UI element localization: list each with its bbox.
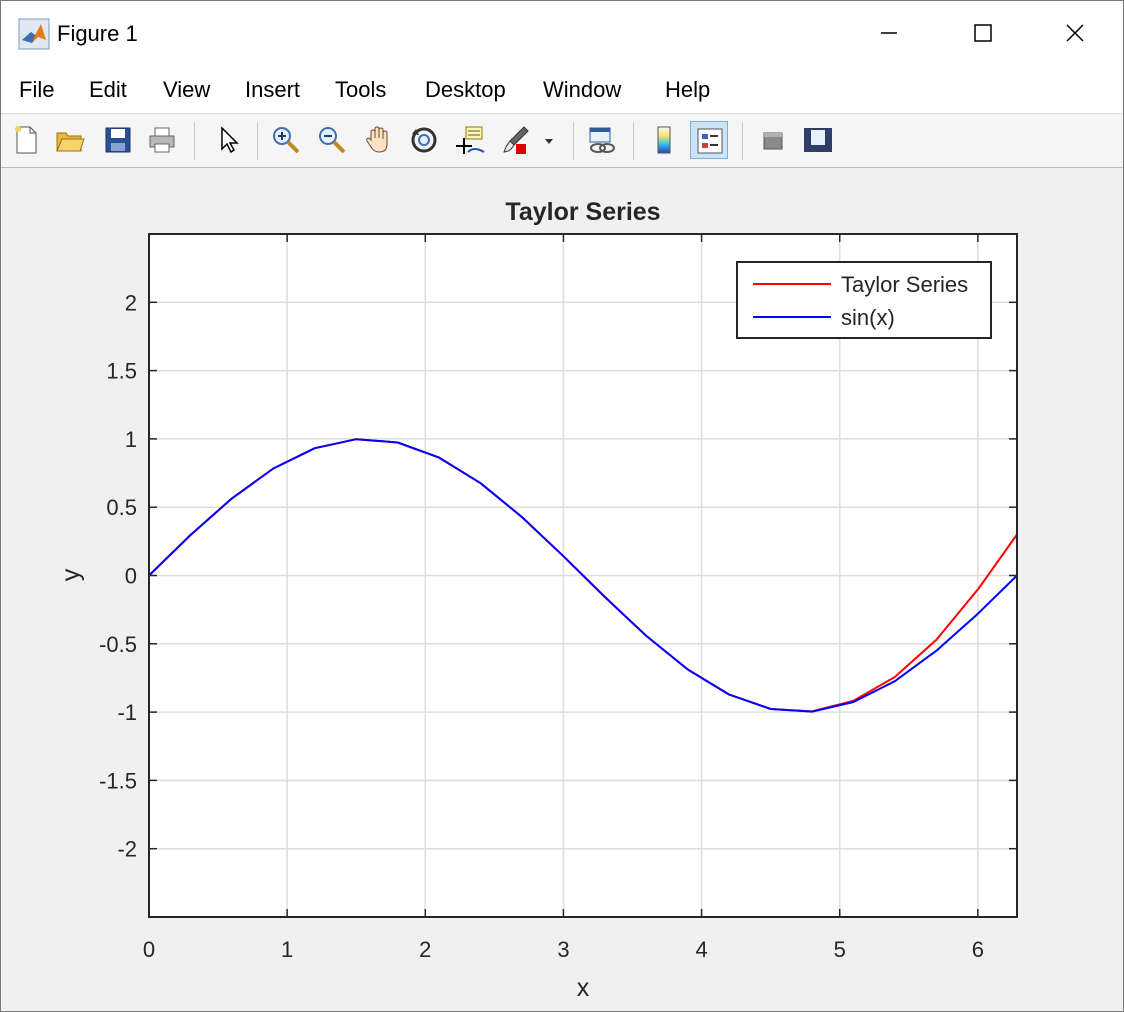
figure-toolbar [1, 114, 1123, 168]
x-tick-label: 5 [834, 937, 846, 962]
zoom-in-icon[interactable] [267, 121, 305, 159]
axis-ticks: 0 1 2 3 4 5 6 -2 -1.5 -1 -0.5 0 0.5 1 1.5 2 [99, 234, 1017, 962]
y-axis-label: y [57, 568, 85, 581]
figure-canvas[interactable]: Taylor Series 0 1 2 3 4 5 6 -2 -1.5 -1 -0.5 0 0.5 1 1.… [1, 168, 1123, 1011]
rotate-3d-icon[interactable] [405, 121, 443, 159]
legend-label: sin(x) [841, 305, 895, 330]
chart-title: Taylor Series [505, 198, 660, 226]
zoom-out-icon[interactable] [313, 121, 351, 159]
menu-window[interactable]: Window [543, 77, 622, 102]
title-bar: Figure 1 [1, 1, 1123, 65]
toolbar-separator [257, 122, 258, 160]
close-button[interactable] [1029, 1, 1121, 65]
print-icon[interactable] [143, 121, 181, 159]
data-cursor-icon[interactable] [451, 121, 489, 159]
menu-file[interactable]: File [19, 77, 55, 102]
series-line-1 [148, 438, 1018, 713]
x-tick-label: 1 [281, 937, 293, 962]
menu-tools[interactable]: Tools [335, 77, 387, 102]
insert-legend-icon[interactable] [690, 121, 728, 159]
minimize-icon [881, 32, 897, 34]
edit-plot-arrow-icon[interactable] [209, 121, 247, 159]
x-axis-label: x [577, 974, 590, 1002]
maximize-button[interactable] [937, 1, 1029, 65]
x-tick-label: 0 [143, 937, 155, 962]
open-file-icon[interactable] [51, 121, 89, 159]
matlab-icon [18, 18, 50, 50]
y-tick-label: 2 [125, 290, 137, 315]
legend-box [736, 261, 992, 339]
menu-help[interactable]: Help [665, 77, 711, 102]
legend[interactable]: Taylor Series sin(x) [736, 261, 992, 339]
menu-desktop[interactable]: Desktop [425, 77, 506, 102]
y-tick-label: -1.5 [99, 768, 137, 793]
menu-insert[interactable]: Insert [245, 77, 301, 102]
brush-dropdown-icon[interactable] [539, 121, 563, 159]
y-tick-label: 0.5 [106, 495, 137, 520]
pan-hand-icon[interactable] [359, 121, 397, 159]
x-tick-label: 3 [557, 937, 569, 962]
window-title: Figure 1 [57, 21, 138, 46]
y-tick-label: 1.5 [106, 359, 137, 384]
x-tick-label: 2 [419, 937, 431, 962]
series-lines [148, 438, 1018, 713]
link-plot-icon[interactable] [583, 121, 621, 159]
menu-edit[interactable]: Edit [89, 77, 127, 102]
x-tick-label: 4 [695, 937, 707, 962]
menu-bar: File Edit View Insert Tools Desktop Wind… [1, 65, 1123, 163]
toolbar-separator [194, 122, 195, 160]
menu-view[interactable]: View [163, 77, 211, 102]
y-tick-label: -0.5 [99, 632, 137, 657]
plot-axes[interactable]: Taylor Series 0 1 2 3 4 5 6 -2 -1.5 -1 -0.5 0 0.5 1 1.… [1, 168, 1123, 1011]
hide-plot-tools-icon[interactable] [753, 121, 791, 159]
show-plot-tools-icon[interactable] [799, 121, 837, 159]
brush-icon[interactable] [497, 121, 535, 159]
y-tick-label: 0 [125, 564, 137, 589]
new-figure-icon[interactable] [7, 121, 45, 159]
y-tick-label: -1 [117, 700, 137, 725]
y-tick-label: 1 [125, 427, 137, 452]
x-tick-label: 6 [972, 937, 984, 962]
insert-colorbar-icon[interactable] [645, 121, 683, 159]
maximize-icon [974, 24, 992, 42]
minimize-button[interactable] [843, 1, 935, 65]
toolbar-separator [742, 122, 743, 160]
y-tick-label: -2 [117, 837, 137, 862]
close-icon [1066, 24, 1084, 42]
toolbar-separator [633, 122, 634, 160]
save-icon[interactable] [99, 121, 137, 159]
legend-label: Taylor Series [841, 272, 968, 297]
toolbar-separator [573, 122, 574, 160]
